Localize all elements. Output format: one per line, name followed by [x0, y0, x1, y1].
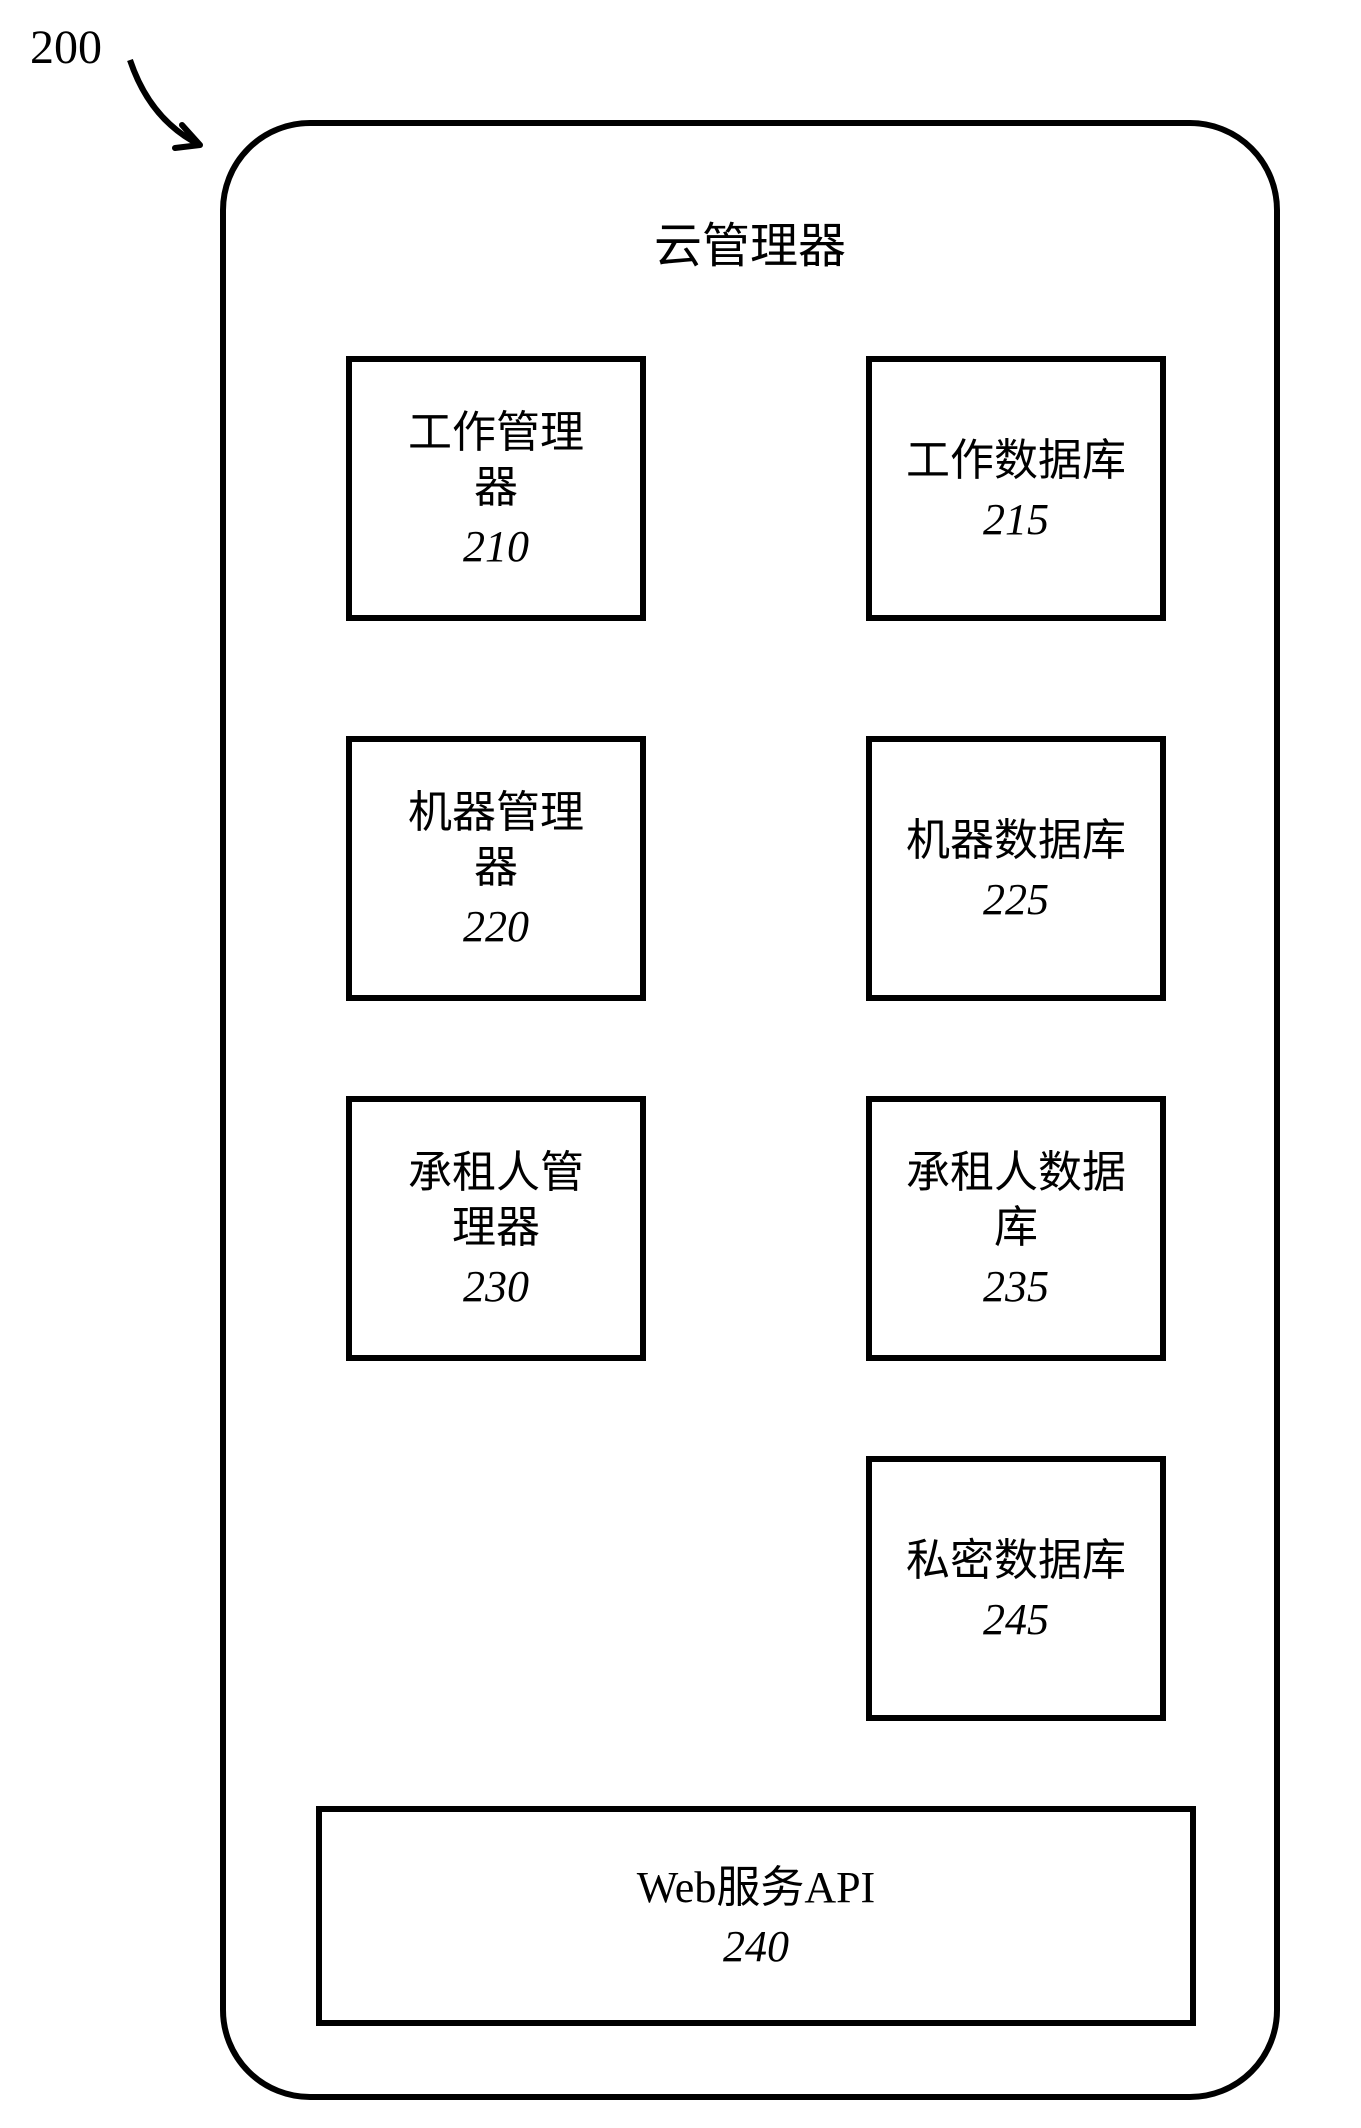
- box-ref: 245: [983, 1594, 1049, 1645]
- box-label: Web服务API: [637, 1860, 875, 1915]
- figure-ref-arrow: [120, 50, 230, 160]
- figure-ref-number: 200: [30, 20, 102, 75]
- box-ref: 210: [463, 521, 529, 572]
- box-label: 承租人数据库: [906, 1145, 1126, 1255]
- box-ref: 215: [983, 494, 1049, 545]
- box-tenant-db: 承租人数据库 235: [866, 1096, 1166, 1361]
- box-machine-db: 机器数据库 225: [866, 736, 1166, 1001]
- box-tenant-manager: 承租人管理器 230: [346, 1096, 646, 1361]
- box-label: 承租人管理器: [408, 1145, 584, 1255]
- box-label: 工作数据库: [906, 433, 1126, 488]
- box-work-manager: 工作管理器 210: [346, 356, 646, 621]
- box-ref: 240: [723, 1921, 789, 1972]
- box-ref: 235: [983, 1261, 1049, 1312]
- box-ref: 230: [463, 1261, 529, 1312]
- box-secret-db: 私密数据库 245: [866, 1456, 1166, 1721]
- box-work-db: 工作数据库 215: [866, 356, 1166, 621]
- box-label: 机器管理器: [408, 785, 584, 895]
- box-label: 私密数据库: [906, 1533, 1126, 1588]
- box-label: 机器数据库: [906, 813, 1126, 868]
- cloud-manager-container: 云管理器 工作管理器 210 工作数据库 215 机器管理器 220 机器数据库 225 承租人…: [220, 120, 1280, 2100]
- box-web-service-api: Web服务API 240: [316, 1806, 1196, 2026]
- box-ref: 220: [463, 901, 529, 952]
- box-ref: 225: [983, 874, 1049, 925]
- container-title: 云管理器: [226, 206, 1274, 276]
- box-label: 工作管理器: [408, 405, 584, 515]
- box-machine-manager: 机器管理器 220: [346, 736, 646, 1001]
